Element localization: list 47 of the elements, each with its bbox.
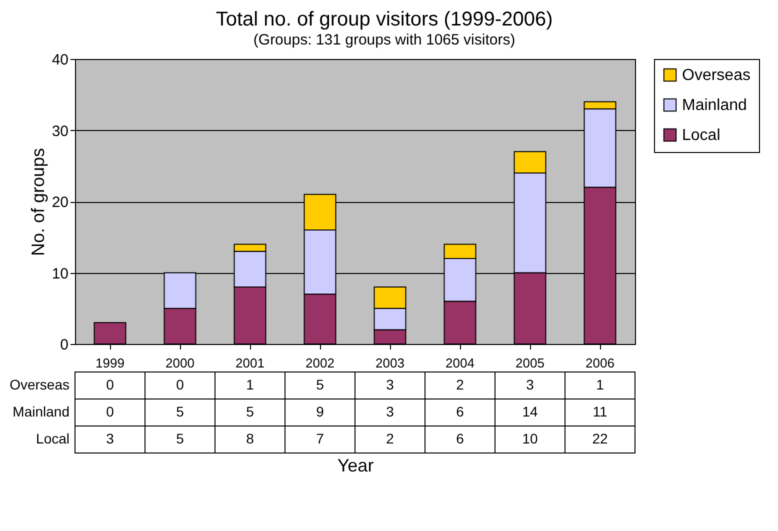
y-axis-title: No. of groups [28, 148, 48, 256]
chart-title: Total no. of group visitors (1999-2006) [216, 8, 553, 30]
data-label: 6 [456, 404, 464, 420]
data-label: 5 [176, 404, 184, 420]
chart-subtitle: (Groups: 131 groups with 1065 visitors) [253, 32, 516, 48]
data-label: 5 [176, 430, 184, 446]
data-label: 3 [386, 376, 394, 392]
legend-label: Overseas [682, 67, 750, 84]
x-tick-label: 2005 [516, 356, 544, 370]
x-tick-label: 2000 [166, 356, 194, 370]
data-label: 6 [456, 430, 464, 446]
x-tick-label: 2003 [376, 356, 404, 370]
text: Overseas [10, 376, 70, 392]
x-tick-label: 2001 [236, 356, 264, 370]
data-label: 8 [246, 430, 254, 446]
data-label: 0 [106, 404, 114, 420]
text: Mainland [12, 404, 70, 420]
data-label: 11 [592, 404, 608, 420]
x-tick-label: 2004 [446, 356, 474, 370]
data-label: 3 [386, 404, 394, 420]
text: Local [36, 430, 70, 446]
legend-label: Local [682, 127, 720, 144]
y-tick-label: 10 [52, 265, 68, 282]
data-label: 10 [522, 430, 538, 446]
data-label: 0 [106, 376, 114, 392]
data-label: 5 [316, 376, 324, 392]
data-label: 22 [592, 430, 608, 446]
data-label: 1 [246, 376, 254, 392]
data-label: 3 [526, 376, 534, 392]
data-label: 14 [522, 404, 538, 420]
data-label: 2 [386, 430, 394, 446]
data-label: 3 [106, 430, 114, 446]
y-tick-label: 0 [60, 336, 68, 354]
data-label: 5 [246, 404, 254, 420]
data-label: 2 [456, 376, 464, 392]
y-tick-label: 30 [52, 122, 68, 140]
data-label: 9 [316, 404, 324, 420]
x-axis-title: Year [337, 456, 374, 476]
x-tick-label: 2002 [306, 356, 334, 370]
y-tick-label: 20 [52, 194, 68, 211]
x-tick-label: 1999 [96, 356, 124, 370]
legend-label: Mainland [682, 97, 747, 114]
y-tick-label: 40 [52, 52, 68, 68]
data-label: 7 [316, 430, 324, 446]
data-label: 0 [176, 376, 184, 392]
x-tick-label: 2006 [586, 356, 614, 370]
data-label: 1 [596, 376, 604, 392]
